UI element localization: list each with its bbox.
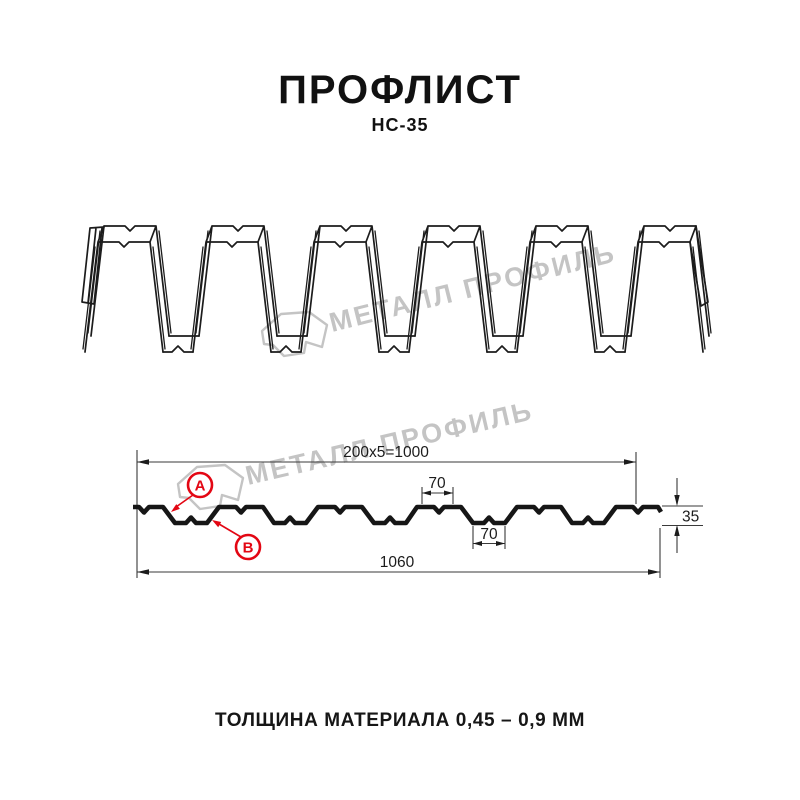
dim-height-label: 35	[682, 509, 699, 526]
dim-valley-bottom-label: 70	[480, 526, 498, 543]
dim-overall-width-label: 1060	[380, 554, 415, 571]
sheet-3d-drawing	[81, 225, 712, 353]
dim-overall-width: 1060	[137, 554, 660, 575]
dim-working-width-label: 200x5=1000	[343, 444, 429, 461]
page-title: ПРОФЛИСТ	[278, 68, 522, 112]
sheet-left-cut-edge	[81, 226, 105, 305]
material-thickness-note: ТОЛЩИНА МАТЕРИАЛА 0,45 – 0,9 ММ	[215, 710, 585, 731]
dim-height: 35	[674, 478, 699, 553]
extension-lines	[136, 450, 703, 578]
sheet-right-cut-edge	[689, 225, 709, 307]
profile-model-subtitle: НС-35	[371, 115, 428, 135]
watermark-middle: МЕТАЛЛ ПРОФИЛЬ	[260, 237, 619, 358]
metall-profil-logo-icon	[176, 463, 245, 511]
dim-crest-top: 70	[422, 475, 453, 496]
dim-valley-bottom: 70	[473, 526, 505, 546]
dim-crest-top-label: 70	[428, 475, 446, 492]
dim-working-width: 200x5=1000	[137, 444, 636, 465]
marker-a: A	[171, 471, 214, 512]
marker-b: B	[212, 520, 262, 561]
profile-section-line	[133, 504, 663, 526]
marker-b-letter: B	[243, 540, 254, 557]
marker-a-letter: A	[195, 478, 206, 495]
cross-section-drawing: 200x5=1000 70 35 70	[133, 444, 703, 578]
